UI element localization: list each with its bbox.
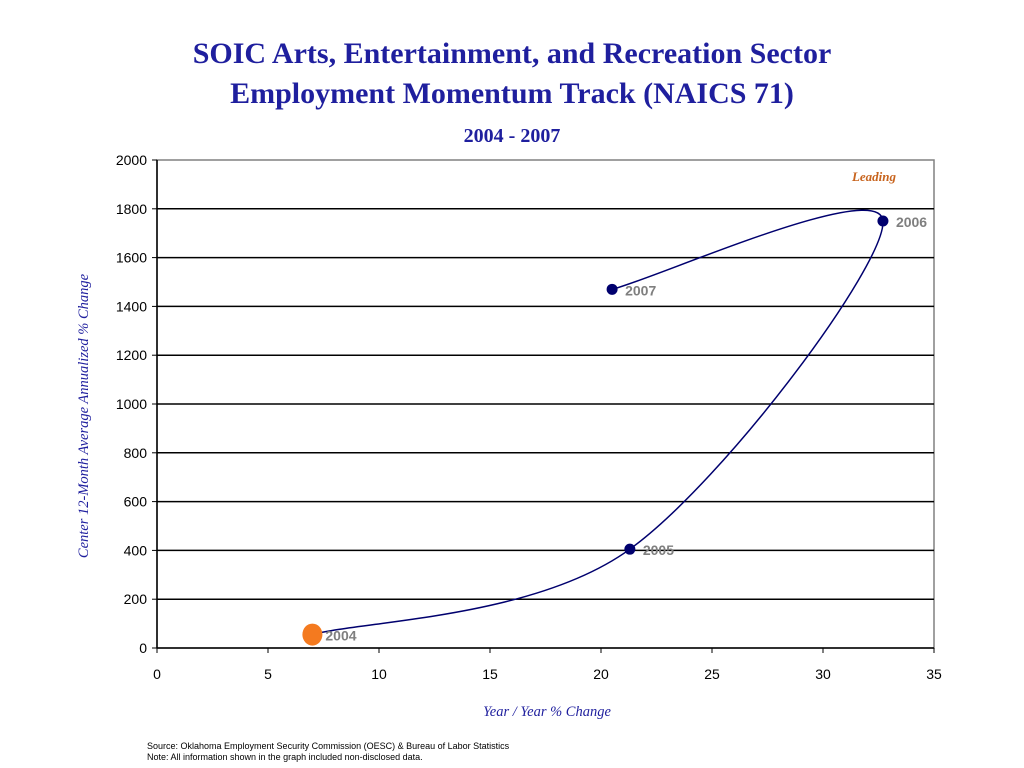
chart-subtitle: 2004 - 2007 [463,125,561,147]
y-tick-label: 1200 [116,347,147,363]
point-label-2005: 2005 [643,542,674,558]
y-tick-label: 600 [124,494,148,510]
y-tick-label: 200 [124,591,148,607]
momentum-track-line [312,209,884,636]
y-tick-label: 0 [139,640,147,656]
source-note: Source: Oklahoma Employment Security Com… [147,741,510,751]
x-tick-label: 0 [153,666,161,682]
quadrant-label-leading: Leading [851,169,897,184]
y-tick-label: 1400 [116,298,147,314]
x-tick-label: 15 [482,666,498,682]
x-tick-label: 20 [593,666,609,682]
disclosure-note: Note: All information shown in the graph… [147,752,423,762]
x-tick-label: 35 [926,666,942,682]
x-tick-label: 5 [264,666,272,682]
y-axis-label: Center 12-Month Average Annualized % Cha… [76,273,92,559]
y-tick-label: 2000 [116,152,147,168]
chart-title-line-1: SOIC Arts, Entertainment, and Recreation… [192,37,832,70]
x-tick-label: 30 [815,666,831,682]
y-tick-label: 1800 [116,201,147,217]
point-label-2006: 2006 [896,214,927,230]
data-point-2006 [877,215,889,227]
chart-title-line-2: Employment Momentum Track (NAICS 71) [230,77,794,110]
data-point-2007 [606,283,618,295]
y-tick-label: 1000 [116,396,147,412]
y-tick-label: 400 [124,542,148,558]
point-label-2004: 2004 [325,628,356,644]
data-point-2005 [624,543,636,555]
x-axis-label: Year / Year % Change [483,704,611,720]
y-tick-label: 800 [124,445,148,461]
x-tick-label: 25 [704,666,720,682]
x-tick-label: 10 [371,666,387,682]
y-tick-label: 1600 [116,250,147,266]
data-point-2004 [302,623,323,646]
point-label-2007: 2007 [625,282,656,298]
